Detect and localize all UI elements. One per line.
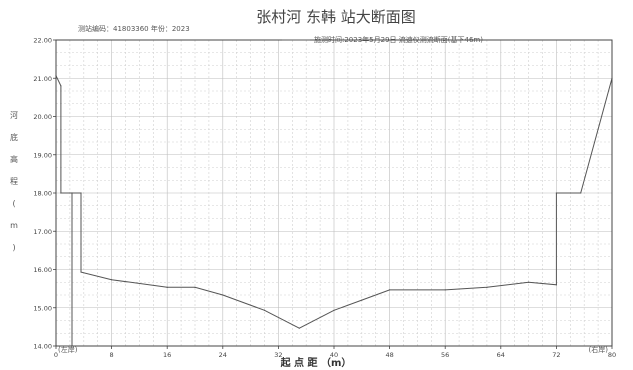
data-point [60, 85, 62, 87]
data-point [528, 281, 530, 283]
data-point [597, 128, 599, 130]
y-axis-label-char: 底 [10, 132, 18, 142]
x-tick-label: 64 [497, 351, 505, 359]
x-axis-ticks: 0 8 16 24 32 40 48 56 64 72 80 [54, 346, 616, 359]
x-axis-left-note: (左岸) [58, 345, 78, 354]
y-axis-ticks: 14.00 15.00 16.00 17.00 18.00 19.00 20.00 21.00… [33, 37, 56, 351]
y-axis-label-char: m [10, 221, 18, 230]
y-axis-label-char: 程 [10, 177, 18, 186]
x-tick-label: 40 [330, 351, 338, 359]
data-point [166, 286, 168, 288]
data-point [194, 286, 196, 288]
grid-layer [55, 39, 613, 347]
x-axis-label: 起 点 距 （m） [280, 356, 352, 369]
x-tick-label: 48 [385, 351, 393, 359]
y-tick-label: 20.00 [33, 113, 52, 121]
y-tick-label: 18.00 [33, 190, 52, 198]
data-point [486, 286, 488, 288]
legend-label: 施测时间:2023年5月29日 流速仪测流断面(基下46m) [314, 35, 483, 44]
data-point [444, 289, 446, 291]
data-point [555, 192, 558, 194]
x-tick-label: 80 [608, 351, 616, 359]
series-layer [55, 75, 613, 347]
data-point [80, 271, 82, 273]
y-tick-label: 15.00 [33, 304, 52, 312]
data-point [263, 309, 266, 311]
x-tick-label: 0 [54, 351, 58, 359]
y-axis-label-char: ( [12, 199, 15, 208]
y-tick-label: 14.00 [33, 343, 52, 351]
data-point [298, 327, 300, 329]
y-axis-label-char: 河 [10, 110, 18, 120]
x-tick-label: 24 [219, 351, 227, 359]
x-tick-label: 16 [163, 351, 171, 359]
y-axis-label-char: 高 [10, 154, 18, 164]
y-tick-label: 16.00 [33, 266, 52, 274]
data-point [555, 284, 558, 286]
y-tick-label: 21.00 [33, 75, 52, 83]
x-tick-label: 8 [110, 351, 114, 359]
x-tick-label: 56 [441, 351, 449, 359]
data-point [71, 192, 73, 194]
y-tick-label: 22.00 [33, 37, 52, 45]
data-point [222, 294, 224, 296]
data-point [333, 309, 335, 311]
chart-title: 张村河 东韩 站大断面图 [256, 8, 416, 26]
data-point [361, 299, 363, 301]
legend: 施测时间:2023年5月29日 流速仪测流断面(基下46m) [282, 35, 483, 44]
data-point [111, 279, 113, 281]
data-point [580, 192, 582, 194]
data-point [389, 289, 391, 291]
data-point [60, 192, 62, 194]
y-tick-label: 19.00 [33, 151, 52, 159]
x-tick-label: 72 [552, 351, 560, 359]
x-axis-right-note: (右岸) [589, 345, 609, 354]
chart-subtitle: 测站编码：41803360 年份：2023 [78, 24, 190, 33]
x-tick-label: 32 [274, 351, 282, 359]
data-point [80, 192, 82, 194]
y-tick-label: 17.00 [33, 228, 52, 236]
y-axis-label-char: ) [12, 243, 15, 252]
